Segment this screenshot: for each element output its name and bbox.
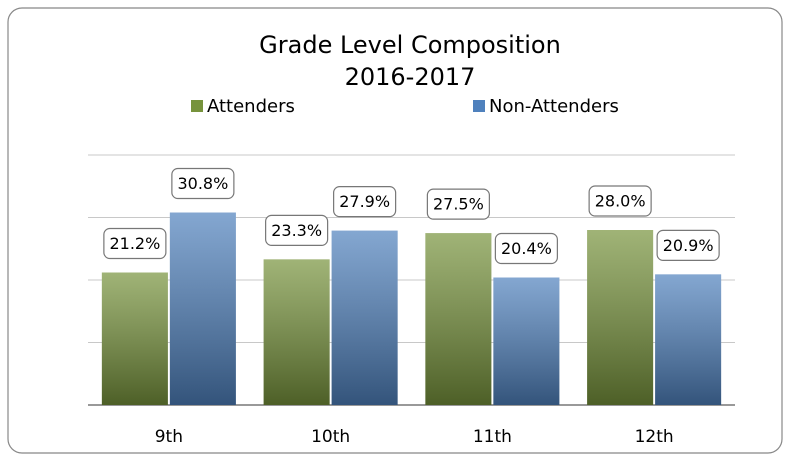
value-label: 20.4%: [501, 239, 552, 258]
bar-shade: [425, 233, 492, 405]
value-label: 27.5%: [433, 195, 484, 214]
bar-shade: [493, 277, 560, 405]
value-label: 30.8%: [177, 174, 228, 193]
value-label-box: [656, 229, 720, 261]
value-label-box: [103, 227, 167, 260]
bar-shade: [655, 274, 722, 405]
bar-shade: [331, 230, 398, 405]
bar-shade: [587, 230, 654, 405]
bar-shade: [263, 259, 330, 405]
legend-swatch: [191, 100, 203, 112]
value-label-box: [171, 167, 235, 200]
chart-title: Grade Level Composition: [259, 31, 561, 59]
bar-shade: [169, 212, 236, 405]
legend-swatch: [473, 100, 485, 112]
chart-subtitle: 2016-2017: [345, 63, 476, 91]
bar-shade: [101, 272, 168, 405]
value-label: 27.9%: [339, 192, 390, 211]
value-label: 23.3%: [271, 221, 322, 240]
legend-label: Non-Attenders: [489, 96, 619, 117]
value-label: 20.9%: [663, 236, 714, 255]
value-label-box: [265, 214, 329, 246]
value-label-box: [588, 185, 652, 217]
x-tick-label: 11th: [473, 427, 512, 447]
x-tick-label: 12th: [635, 427, 674, 447]
x-tick-label: 10th: [311, 427, 350, 447]
value-label: 28.0%: [595, 192, 646, 211]
value-label-box: [333, 186, 397, 218]
legend-label: Attenders: [207, 96, 295, 117]
x-tick-label: 9th: [155, 427, 183, 447]
value-label-box: [426, 188, 490, 220]
value-label-box: [494, 232, 558, 265]
value-label: 21.2%: [109, 234, 160, 253]
